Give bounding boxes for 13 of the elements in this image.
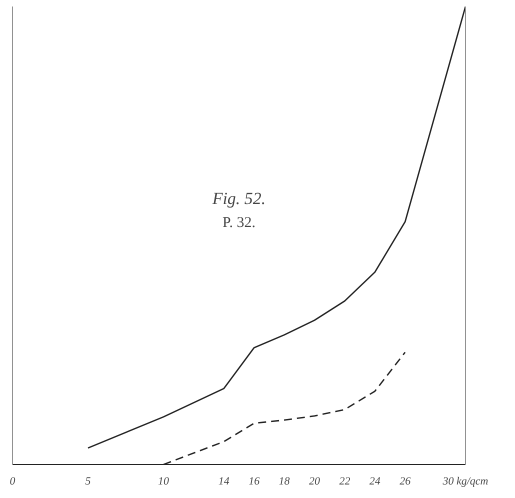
x-tick-label: 26 — [400, 476, 412, 488]
x-tick-label: 5 — [85, 476, 92, 488]
x-tick-label: 18 — [278, 476, 290, 488]
x-tick-label: 16 — [248, 476, 260, 488]
x-tick-label: 0 — [10, 476, 16, 488]
x-tick-label: 24 — [369, 476, 381, 488]
x-tick-label: 14 — [218, 476, 230, 488]
text: Fig. 52. — [211, 189, 266, 208]
text: P. 32. — [222, 214, 256, 231]
x-tick-label: 22 — [339, 476, 351, 488]
x-tick-label: 20 — [309, 476, 320, 488]
x-tick-label: 30 kg/qcm — [442, 476, 488, 488]
x-tick-label: 10 — [158, 476, 170, 488]
